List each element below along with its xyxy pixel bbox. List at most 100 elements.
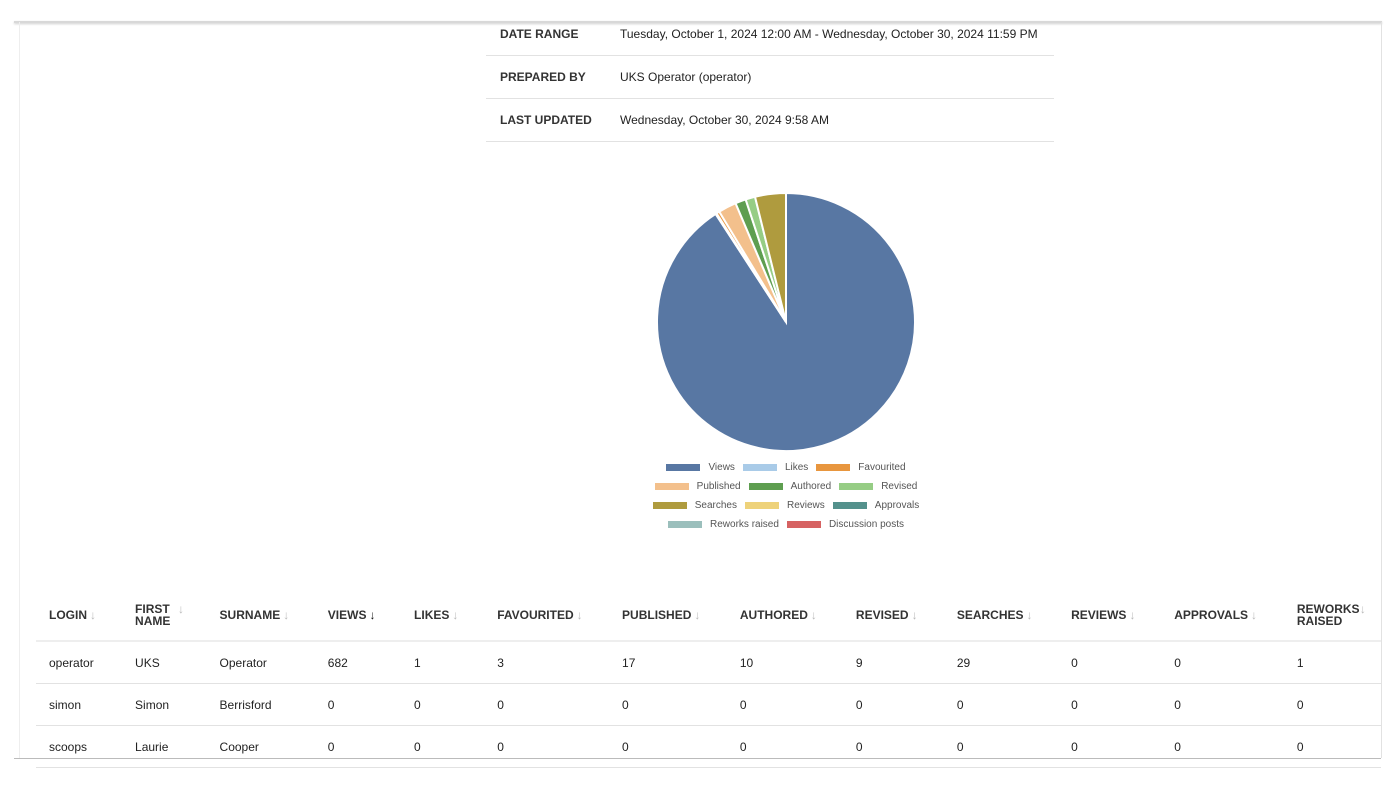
- table-cell: 0: [484, 725, 610, 768]
- table-cell: Simon: [122, 683, 207, 726]
- column-label: AUTHORED: [739, 608, 808, 622]
- table-cell: 0: [1283, 725, 1381, 768]
- column-header[interactable]: REWORKS RAISED↓: [1283, 590, 1381, 642]
- legend-item[interactable]: Likes: [742, 462, 809, 473]
- table-cell: Laurie: [122, 725, 207, 768]
- legend-row: Searches Reviews Approvals: [600, 496, 972, 515]
- column-label: REWORKS RAISED: [1296, 602, 1360, 628]
- table-cell: 0: [314, 725, 402, 768]
- column-header[interactable]: PUBLISHED ↓: [609, 590, 727, 642]
- legend-label: Reviews: [786, 500, 825, 511]
- column-header[interactable]: AUTHORED ↓: [726, 590, 843, 642]
- legend-item[interactable]: Published: [654, 481, 741, 492]
- table-cell: 0: [726, 683, 843, 726]
- table-cell: simon: [36, 683, 123, 726]
- legend-item[interactable]: Revised: [839, 481, 917, 492]
- sort-arrow-icon[interactable]: ↓: [694, 608, 701, 622]
- legend-label: Views: [708, 462, 735, 473]
- table-row[interactable]: operator UKS Operator 682 1 3 17 10 9 29 0 0 1: [36, 641, 1381, 684]
- column-header[interactable]: LOGIN ↓: [36, 590, 123, 642]
- legend-label: Discussion posts: [828, 519, 904, 530]
- info-label: DATE RANGE: [500, 27, 579, 41]
- column-label: PUBLISHED: [622, 608, 692, 622]
- legend-item[interactable]: Authored: [748, 481, 831, 492]
- scrollbar-track[interactable]: [1381, 22, 1382, 758]
- column-label: VIEWS: [327, 608, 367, 622]
- column-label: SURNAME: [219, 608, 281, 622]
- legend-swatch: [666, 464, 701, 471]
- table-cell: 3: [484, 641, 610, 684]
- sort-arrow-icon[interactable]: ↓: [1129, 608, 1136, 622]
- table-cell: 0: [1161, 641, 1284, 684]
- table-cell: Berrisford: [206, 683, 315, 726]
- sort-arrow-icon[interactable]: ↓: [810, 608, 817, 622]
- table-cell: UKS: [122, 641, 207, 684]
- table-cell: 0: [314, 683, 402, 726]
- column-header[interactable]: VIEWS ↓: [314, 590, 402, 642]
- table-row[interactable]: scoops Laurie Cooper 0 0 0 0 0 0 0 0 0 0: [36, 725, 1381, 768]
- sort-arrow-icon[interactable]: ↓: [452, 608, 459, 622]
- info-row-date-range: DATE RANGE Tuesday, October 1, 2024 12:00…: [486, 13, 1054, 56]
- column-label: REVIEWS: [1071, 608, 1127, 622]
- table-cell: 0: [943, 683, 1059, 726]
- legend-item[interactable]: Reworks raised: [668, 519, 779, 530]
- column-header[interactable]: APPROVALS ↓: [1161, 590, 1284, 642]
- sort-arrow-icon[interactable]: ↓: [283, 608, 290, 622]
- table-cell: 682: [314, 641, 402, 684]
- table-cell: 0: [401, 683, 485, 726]
- legend-swatch: [742, 464, 777, 471]
- legend-swatch: [668, 521, 703, 528]
- column-header[interactable]: REVISED ↓: [842, 590, 944, 642]
- table-cell: Cooper: [206, 725, 315, 768]
- sort-arrow-icon[interactable]: ↓: [178, 602, 185, 616]
- column-header[interactable]: LIKES ↓: [401, 590, 485, 642]
- table-cell: 0: [484, 683, 610, 726]
- legend-swatch: [748, 483, 783, 490]
- legend-item[interactable]: Favourited: [816, 462, 906, 473]
- sort-arrow-icon[interactable]: ↓: [1251, 608, 1258, 622]
- sort-arrow-icon[interactable]: ↓: [90, 608, 96, 622]
- table-cell: 0: [726, 725, 843, 768]
- column-header[interactable]: SEARCHES ↓: [943, 590, 1059, 642]
- column-header[interactable]: FAVOURITED ↓: [484, 590, 610, 642]
- table-cell: 0: [842, 683, 944, 726]
- sort-arrow-icon[interactable]: ↓: [1026, 608, 1033, 622]
- table-cell: 0: [842, 725, 944, 768]
- legend-item[interactable]: Searches: [652, 500, 737, 511]
- legend-swatch: [816, 464, 851, 471]
- column-header[interactable]: SURNAME ↓: [206, 590, 315, 642]
- sort-arrow-icon[interactable]: ↓: [911, 608, 918, 622]
- table-cell: 0: [1161, 725, 1284, 768]
- legend-item[interactable]: Views: [666, 462, 735, 473]
- table-cell: 0: [1058, 641, 1162, 684]
- info-row-prepared-by: PREPARED BY UKS Operator (operator): [486, 56, 1054, 99]
- sort-arrow-icon[interactable]: ↓: [369, 608, 376, 622]
- window-top-border: [14, 21, 1382, 23]
- legend-item[interactable]: Discussion posts: [786, 519, 904, 530]
- sort-arrow-icon[interactable]: ↓: [576, 608, 583, 622]
- legend-row: Published Authored Revised: [600, 477, 972, 496]
- legend-row: Views Likes Favourited: [600, 458, 972, 477]
- table-cell: 10: [726, 641, 843, 684]
- table-cell: 1: [1283, 641, 1381, 684]
- table-cell: 29: [943, 641, 1059, 684]
- column-header[interactable]: FIRST NAME ↓: [122, 590, 207, 642]
- column-header[interactable]: REVIEWS ↓: [1058, 590, 1162, 642]
- column-label: APPROVALS: [1174, 608, 1249, 622]
- sort-arrow-icon[interactable]: ↓: [1359, 602, 1366, 616]
- report-info: DATE RANGE Tuesday, October 1, 2024 12:00…: [486, 13, 1054, 142]
- legend-label: Revised: [881, 481, 918, 492]
- legend-label: Likes: [784, 462, 809, 473]
- table-cell: Operator: [206, 641, 315, 684]
- legend-label: Reworks raised: [710, 519, 779, 530]
- legend-item[interactable]: Approvals: [832, 500, 919, 511]
- pie-slice-searches[interactable]: [753, 191, 787, 323]
- legend-label: Favourited: [858, 462, 906, 473]
- table-row[interactable]: simon Simon Berrisford 0 0 0 0 0 0 0 0 0 0: [36, 683, 1381, 726]
- legend-swatch: [654, 483, 689, 490]
- table-cell: 17: [609, 641, 727, 684]
- info-label: PREPARED BY: [500, 70, 586, 84]
- legend-swatch: [832, 502, 867, 509]
- column-label: SEARCHES: [956, 608, 1024, 622]
- legend-item[interactable]: Reviews: [744, 500, 825, 511]
